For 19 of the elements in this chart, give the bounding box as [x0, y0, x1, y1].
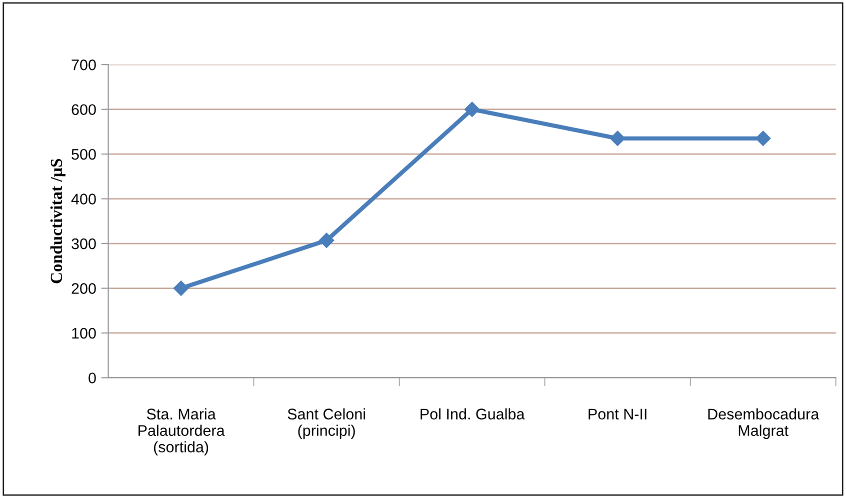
point [173, 280, 189, 296]
x-tick-label: Pont N-II [588, 408, 646, 420]
y-tick-label: 400 [71, 194, 96, 204]
x-tick-label: Sta. Maria Palautordera (sortida) [138, 408, 225, 456]
y-tick-label: 0 [88, 372, 96, 384]
y-tick-label: 200 [72, 283, 96, 294]
x-tick-label: Desembocadura Malgrat [708, 408, 820, 439]
x-tick-label: Sant Celoni (principi) [288, 408, 366, 439]
y-tick-label: 700 [72, 59, 96, 70]
y-tick-label: 100 [72, 328, 96, 339]
point [464, 102, 480, 117]
point [318, 232, 334, 248]
point [610, 130, 626, 146]
x-tick-label: Pol Ind. Gualba [420, 408, 525, 420]
point [756, 130, 771, 146]
y-tick-label: 300 [72, 238, 96, 250]
y-axis-title: Conductivitat /µS [50, 158, 66, 284]
y-tick-label: 500 [72, 148, 96, 160]
y-tick-label: 600 [72, 104, 96, 116]
